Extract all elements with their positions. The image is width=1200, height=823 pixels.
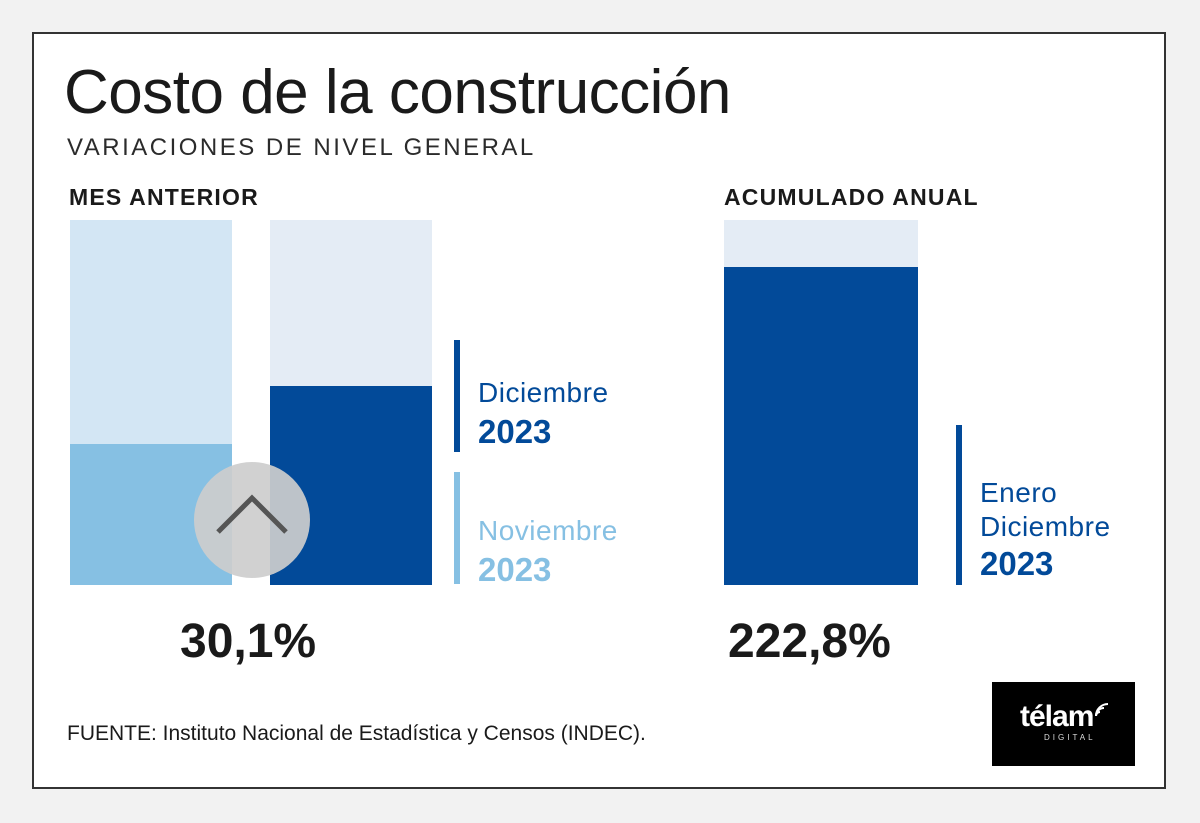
legend-anual-year: 2023 [980,545,1054,582]
legend-noviembre: Noviembre 2023 [478,515,618,589]
legend-enero-diciembre: Enero Diciembre 2023 [980,477,1111,583]
panel-label-acumulado-anual: ACUMULADO ANUAL [724,184,979,210]
legend-line-enero-diciembre [956,425,962,585]
source-note: FUENTE: Instituto Nacional de Estadístic… [67,722,646,745]
legend-noviembre-name: Noviembre [478,515,618,546]
telam-logo: télam DIGITAL [992,682,1135,766]
legend-diciembre: Diciembre 2023 [478,377,609,451]
wifi-icon [1094,702,1110,723]
headline-value-mes-anterior: 30,1% [180,615,317,668]
legend-line-diciembre [454,340,460,452]
legend-line-noviembre [454,472,460,584]
chart-title: Costo de la construcción [64,58,731,127]
legend-diciembre-name-anual: Diciembre [980,511,1111,542]
chart-subtitle: VARIACIONES DE NIVEL GENERAL [67,134,536,161]
legend-noviembre-year: 2023 [478,551,552,588]
bar-acumulado [724,267,918,585]
logo-wordmark: télam [1020,700,1094,733]
infographic-card: Costo de la construcción VARIACIONES DE … [32,32,1166,789]
legend-diciembre-year: 2023 [478,413,552,450]
scroll-to-top-button[interactable] [194,462,310,578]
legend-diciembre-name: Diciembre [478,377,609,408]
panel-label-mes-anterior: MES ANTERIOR [69,184,259,210]
logo-subtitle: DIGITAL [1044,733,1096,742]
headline-value-acumulado: 222,8% [728,615,891,668]
chevron-up-icon [216,494,288,534]
legend-enero-name: Enero [980,477,1058,508]
